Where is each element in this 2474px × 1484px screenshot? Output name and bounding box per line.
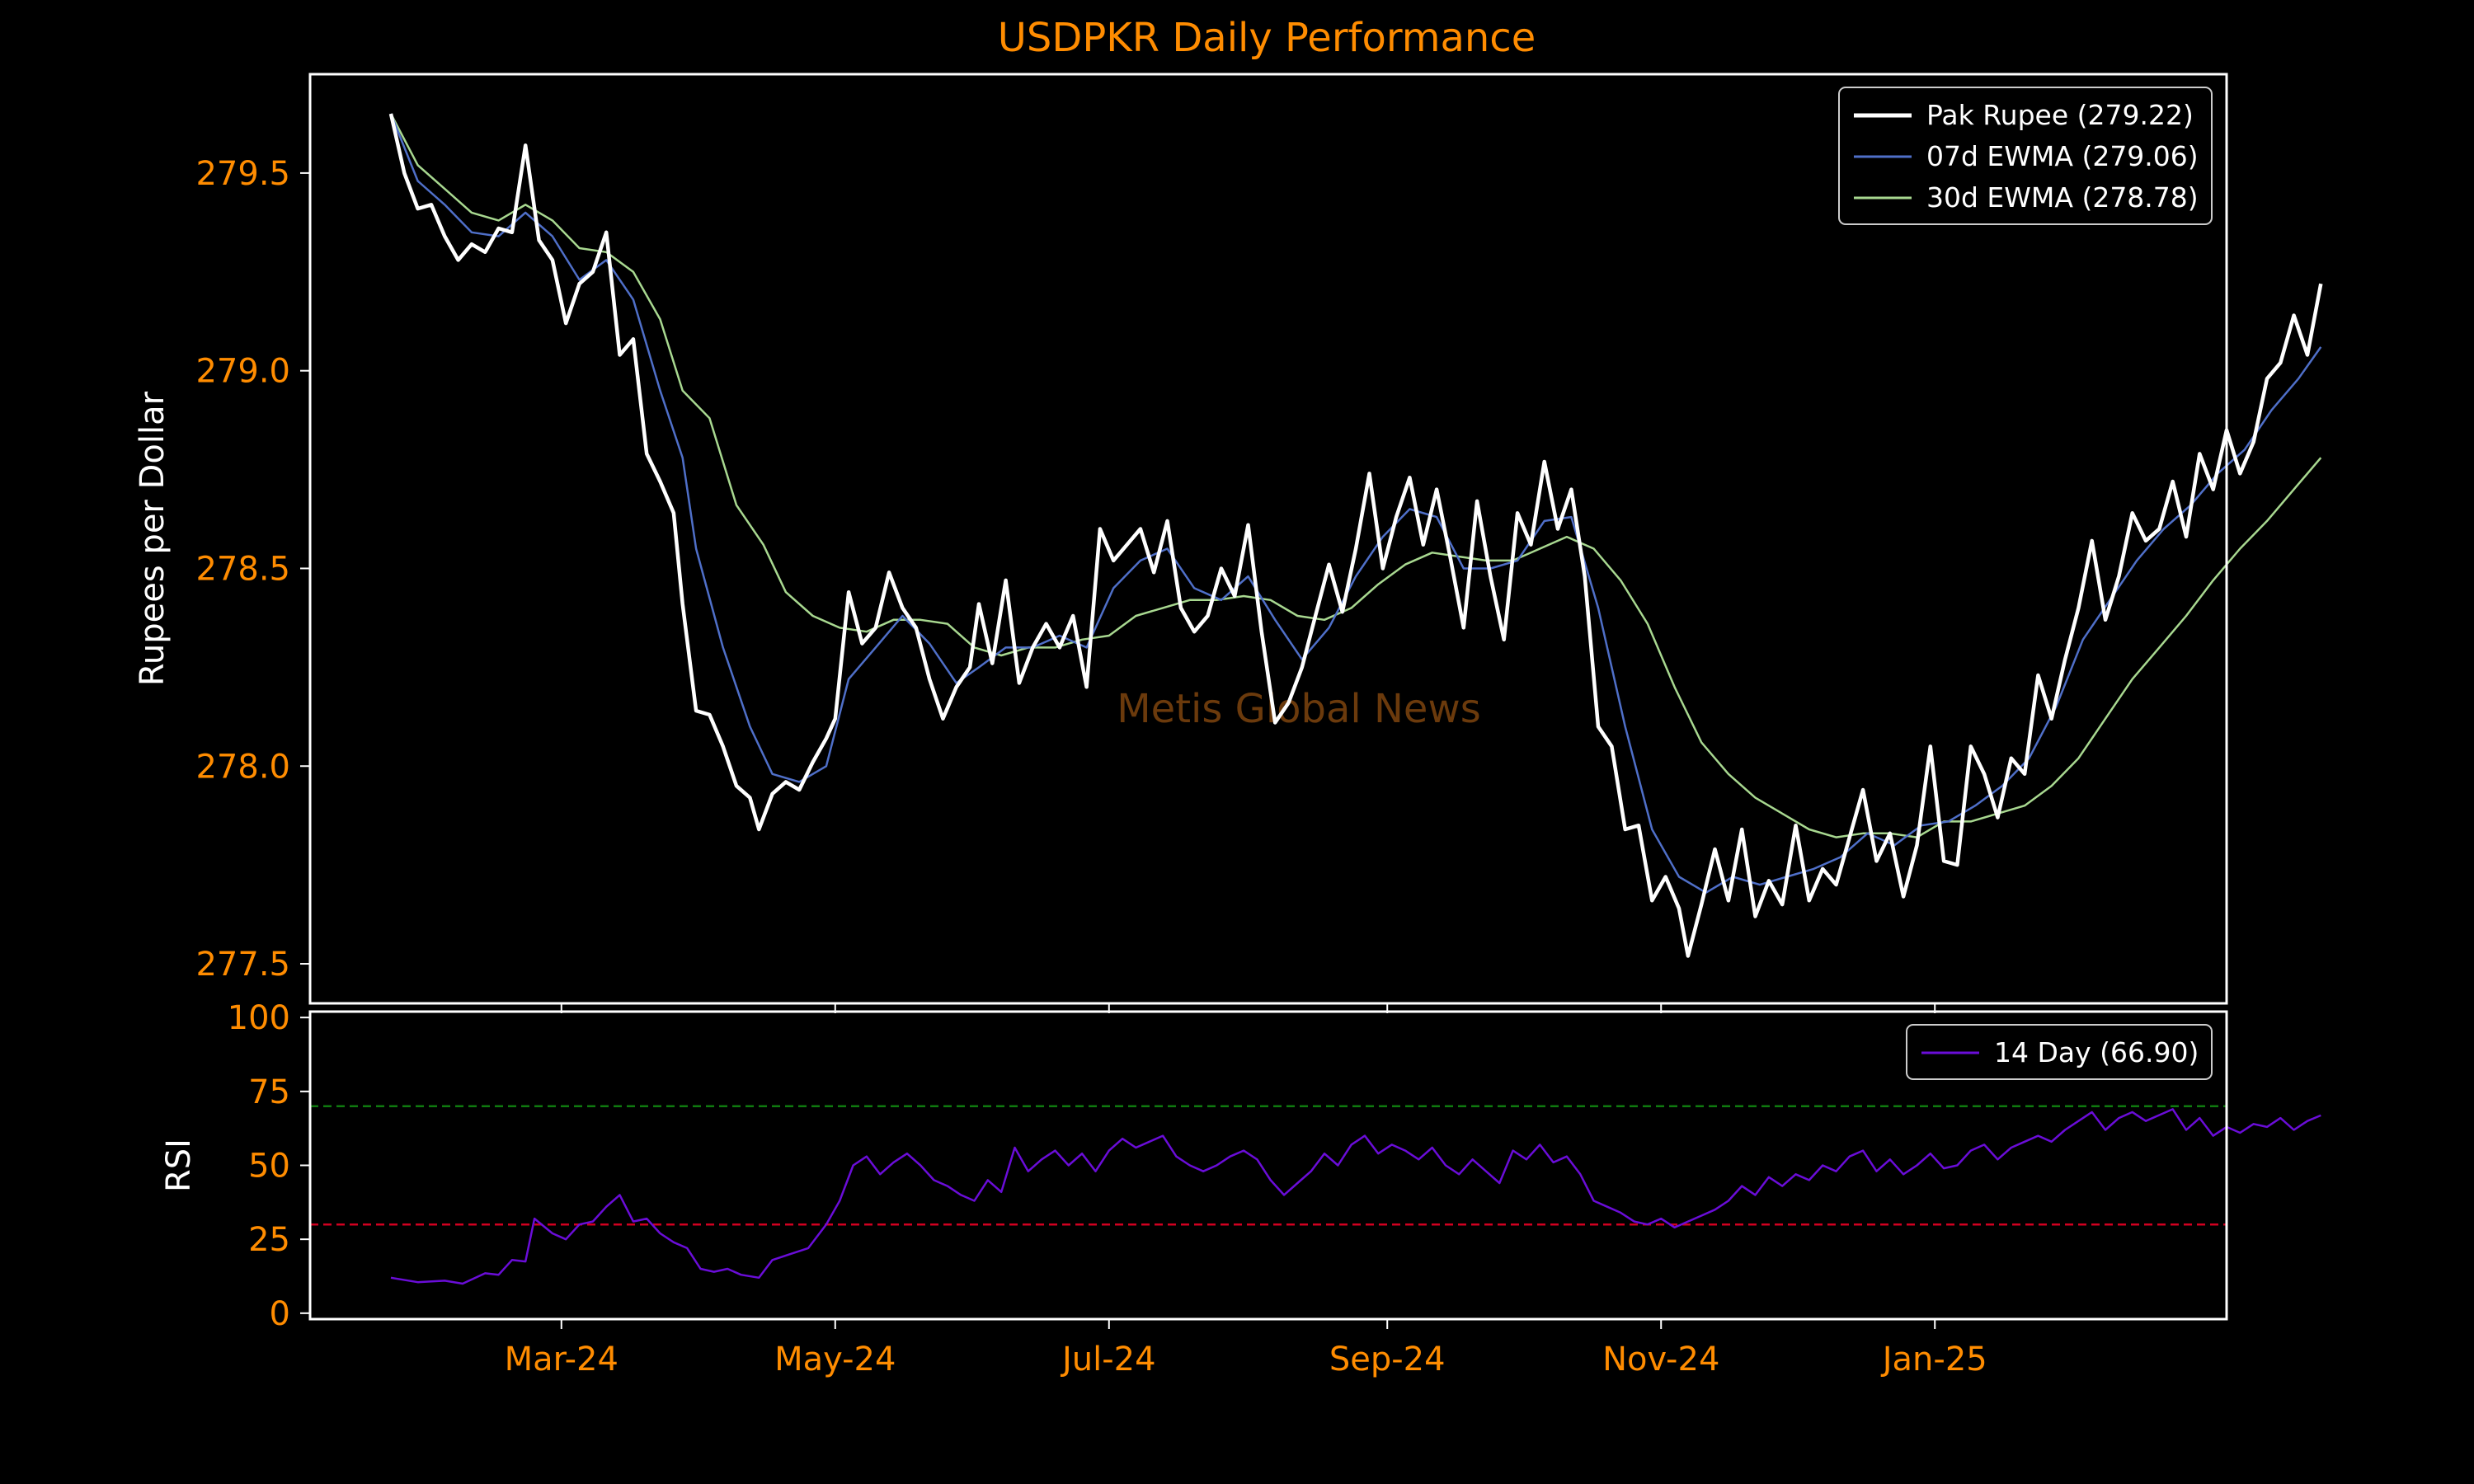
xtick-label: Mar-24 xyxy=(505,1341,618,1378)
price-ytick-label: 278.0 xyxy=(195,748,290,786)
price-panel: 277.5 278.0 278.5 279.0 279.5 Rupees per Doll… xyxy=(134,73,2323,1013)
rsi-ytick-label: 50 xyxy=(248,1148,290,1186)
price-ytick-label: 277.5 xyxy=(195,946,290,984)
rsi-ytick-label: 100 xyxy=(228,999,290,1037)
xtick-label: Sep-24 xyxy=(1329,1341,1446,1378)
price-ytick-label: 279.5 xyxy=(195,155,290,193)
rsi-legend-label: 14 Day (66.90) xyxy=(1994,1036,2199,1068)
rsi-panel: 0 25 50 75 100 RSI 14 Day (66.90) Mar-24 May-24 J… xyxy=(160,999,2321,1378)
xtick-label: Jan-25 xyxy=(1880,1341,1987,1378)
price-series-line-0 xyxy=(388,113,2323,958)
price-ylabel: Rupees per Dollar xyxy=(134,391,172,686)
xtick-label: May-24 xyxy=(774,1341,896,1378)
price-ytick-label: 278.5 xyxy=(195,550,290,588)
rsi-series-line-0 xyxy=(390,1108,2321,1285)
price-legend-label: 30d EWMA (278.78) xyxy=(1926,181,2199,214)
xtick-label: Nov-24 xyxy=(1602,1341,1719,1378)
price-legend-box xyxy=(1838,87,2213,225)
price-legend: Pak Rupee (279.22) 07d EWMA (279.06) 30d E… xyxy=(1838,87,2213,225)
price-series-line-1 xyxy=(389,113,2322,894)
rsi-ytick-label: 25 xyxy=(248,1221,290,1259)
price-ytick-label: 279.0 xyxy=(195,353,290,391)
price-axes-frame xyxy=(308,73,2228,1005)
chart-title: USDPKR Daily Performance xyxy=(998,15,1536,61)
xtick-label: Jul-24 xyxy=(1060,1341,1156,1378)
watermark-text: Metis Global News xyxy=(1117,686,1480,732)
rsi-ytick-label: 0 xyxy=(270,1295,290,1333)
rsi-legend: 14 Day (66.90) xyxy=(1906,1024,2213,1080)
rsi-ytick-label: 75 xyxy=(248,1073,290,1111)
rsi-axes-frame xyxy=(308,1010,2228,1321)
price-legend-label: Pak Rupee (279.22) xyxy=(1926,99,2194,131)
rsi-ylabel: RSI xyxy=(160,1139,198,1192)
rsi-legend-box xyxy=(1906,1024,2213,1080)
price-legend-label: 07d EWMA (279.06) xyxy=(1926,140,2199,172)
